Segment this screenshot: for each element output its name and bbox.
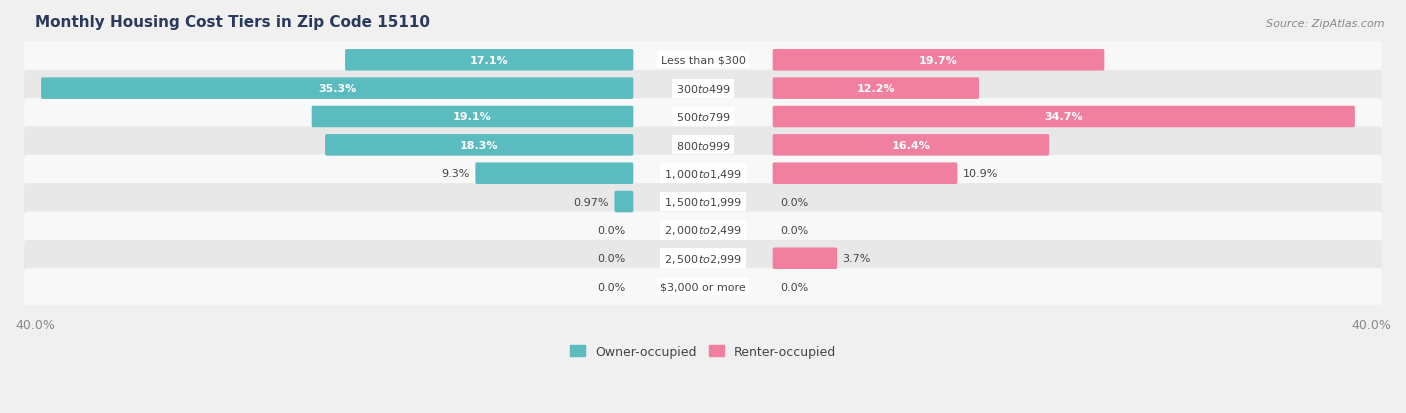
FancyBboxPatch shape [41,78,633,100]
Text: 34.7%: 34.7% [1045,112,1083,122]
Legend: Owner-occupied, Renter-occupied: Owner-occupied, Renter-occupied [565,340,841,363]
FancyBboxPatch shape [312,107,633,128]
Text: 0.97%: 0.97% [574,197,609,207]
Text: 19.1%: 19.1% [453,112,492,122]
Text: 16.4%: 16.4% [891,140,931,150]
FancyBboxPatch shape [24,155,1382,192]
Text: 17.1%: 17.1% [470,56,509,66]
FancyBboxPatch shape [475,163,633,185]
Text: 0.0%: 0.0% [598,282,626,292]
Text: 35.3%: 35.3% [318,84,356,94]
Text: 19.7%: 19.7% [920,56,957,66]
FancyBboxPatch shape [344,50,633,71]
Text: $2,000 to $2,499: $2,000 to $2,499 [664,224,742,237]
Text: $1,000 to $1,499: $1,000 to $1,499 [664,167,742,180]
FancyBboxPatch shape [773,107,1355,128]
Text: 10.9%: 10.9% [963,169,998,179]
FancyBboxPatch shape [24,42,1382,79]
Text: Less than $300: Less than $300 [661,56,745,66]
Text: $1,500 to $1,999: $1,500 to $1,999 [664,196,742,209]
FancyBboxPatch shape [24,127,1382,164]
Text: 0.0%: 0.0% [780,225,808,235]
Text: Source: ZipAtlas.com: Source: ZipAtlas.com [1267,19,1385,28]
FancyBboxPatch shape [24,184,1382,221]
Text: $3,000 or more: $3,000 or more [661,282,745,292]
Text: $2,500 to $2,999: $2,500 to $2,999 [664,252,742,265]
Text: 18.3%: 18.3% [460,140,499,150]
FancyBboxPatch shape [773,50,1104,71]
Text: 0.0%: 0.0% [780,197,808,207]
Text: 0.0%: 0.0% [598,225,626,235]
Text: 3.7%: 3.7% [842,254,870,263]
FancyBboxPatch shape [773,135,1049,156]
FancyBboxPatch shape [773,163,957,185]
Text: 0.0%: 0.0% [780,282,808,292]
Text: 0.0%: 0.0% [598,254,626,263]
Text: 12.2%: 12.2% [856,84,896,94]
Text: $500 to $799: $500 to $799 [675,111,731,123]
FancyBboxPatch shape [24,268,1382,305]
FancyBboxPatch shape [24,99,1382,135]
Text: $800 to $999: $800 to $999 [675,140,731,152]
FancyBboxPatch shape [614,191,633,213]
FancyBboxPatch shape [773,248,837,269]
FancyBboxPatch shape [24,71,1382,107]
Text: Monthly Housing Cost Tiers in Zip Code 15110: Monthly Housing Cost Tiers in Zip Code 1… [35,15,430,30]
Text: 9.3%: 9.3% [441,169,470,179]
FancyBboxPatch shape [24,240,1382,277]
FancyBboxPatch shape [325,135,633,156]
Text: $300 to $499: $300 to $499 [675,83,731,95]
FancyBboxPatch shape [24,212,1382,249]
FancyBboxPatch shape [773,78,979,100]
